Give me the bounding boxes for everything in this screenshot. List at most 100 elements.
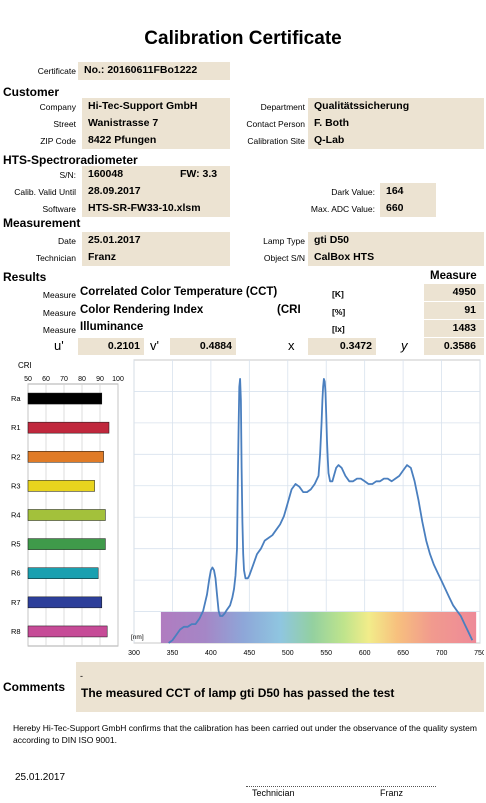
cri-tick-label: 90 (96, 376, 104, 383)
spectrum-line-chart: [nm] 300 350 400 450 500 550 600 650 700 750 (128, 359, 484, 657)
spectrum-tick-label: 700 (436, 650, 448, 657)
cri-bar-r5 (27, 538, 106, 550)
cri-bar-r7 (27, 596, 103, 609)
max-adc-label: Max. ADC Value: (310, 204, 375, 214)
result-value-box (424, 302, 484, 319)
spectrum-tick-label: 500 (282, 650, 294, 657)
spectrum-tick-label: 300 (128, 650, 140, 657)
coord-box (170, 338, 236, 355)
x-value: 0.3472 (339, 340, 372, 352)
result-value-cri: 91 (464, 304, 476, 316)
coord-box (424, 338, 484, 355)
valid-until-value: 28.09.2017 (82, 183, 230, 200)
cri-category-label: Ra (11, 394, 21, 403)
comments-mark: - (80, 671, 83, 681)
spectrum-tick-label: 400 (205, 650, 217, 657)
software-label: Software (42, 204, 76, 214)
spectrum-tick-label: 600 (359, 650, 371, 657)
x-label: x (288, 338, 295, 353)
comments-text: The measured CCT of lamp gti D50 has pas… (81, 686, 395, 700)
cri-category-label: R5 (11, 540, 21, 549)
contact-label: Contact Person (246, 119, 305, 129)
sn-value: 160048 (82, 166, 230, 183)
result-value-illuminance: 1483 (452, 322, 476, 334)
department-value: Qualitätssicherung (308, 98, 484, 115)
certificate-number: No.: 20160611FBo1222 (78, 62, 230, 80)
coord-box (78, 338, 144, 355)
y-label: y (401, 338, 408, 353)
cri-tick-label: 100 (112, 376, 124, 383)
street-value: Wanistrasse 7 (82, 115, 230, 132)
spectrum-tick-label: 550 (320, 650, 332, 657)
cri-tick-label: 80 (78, 376, 86, 383)
cri-category-label: R7 (11, 598, 21, 607)
object-sn-label: Object S/N (263, 253, 305, 263)
result-row-label: Measure (42, 290, 76, 300)
measurement-heading: Measurement (3, 216, 81, 230)
cri-category-label: R1 (11, 423, 21, 432)
v-prime-label: v' (150, 338, 159, 353)
result-abbr-cri: (CRI (277, 304, 301, 316)
result-value-cct: 4950 (452, 286, 476, 298)
department-label: Department (260, 102, 305, 112)
certificate-label: Certificate (37, 66, 76, 76)
lamp-type-label: Lamp Type (263, 236, 305, 246)
result-unit-cri: [%] (332, 307, 346, 317)
u-prime-label: u' (54, 338, 64, 353)
software-value: HTS-SR-FW33-10.xlsm (82, 200, 230, 217)
cri-tick-label: 60 (42, 376, 50, 383)
y-value: 0.3586 (443, 340, 476, 352)
spectrum-tick-label: 450 (243, 650, 255, 657)
cri-category-label: R4 (11, 511, 21, 520)
cri-category-label: R3 (11, 481, 21, 490)
customer-heading: Customer (3, 85, 60, 99)
wavelength-unit-label: [nm] (131, 634, 144, 641)
result-unit-cct: [K] (332, 289, 344, 299)
valid-until-label: Calib. Valid Until (14, 187, 76, 197)
result-unit-illuminance: [lx] (332, 324, 345, 334)
cri-bar-r6 (27, 567, 99, 579)
site-value: Q-Lab (308, 132, 484, 149)
firmware-value: FW: 3.3 (180, 168, 218, 180)
signature-line (246, 786, 436, 787)
spectrum-series-line (168, 377, 474, 644)
result-value-box (424, 320, 484, 337)
date-value: 25.01.2017 (82, 232, 230, 249)
cri-bar-r4 (27, 509, 106, 521)
date-label: Date (58, 236, 76, 246)
cri-chart-title: CRI (18, 361, 32, 370)
object-sn-value: CalBox HTS (308, 249, 484, 266)
cri-category-label: R8 (11, 627, 21, 636)
confirmation-statement: Hereby Hi-Tec-Support GmbH confirms that… (13, 723, 477, 745)
result-name-illuminance: Illuminance (80, 321, 144, 333)
measure-heading: Measure (430, 270, 477, 282)
cri-tick-label: 50 (24, 376, 32, 383)
zip-label: ZIP Code (40, 136, 76, 146)
cri-bar-r8 (27, 625, 108, 638)
u-prime-value: 0.2101 (107, 340, 140, 352)
footer-technician-label: Technician (252, 788, 295, 798)
coord-box (308, 338, 376, 355)
results-heading: Results (3, 270, 47, 284)
max-adc-value: 660 (380, 200, 436, 217)
cri-bar-ra (27, 392, 103, 405)
device-heading: HTS-Spectroradiometer (3, 153, 138, 167)
comments-box (76, 662, 484, 712)
page-title: Calibration Certificate (144, 28, 342, 49)
dark-value-label: Dark Value: (331, 187, 375, 197)
dark-value: 164 (380, 183, 436, 200)
company-value: Hi-Tec-Support GmbH (82, 98, 230, 115)
comments-heading: Comments (3, 680, 66, 694)
footer-date: 25.01.2017 (15, 772, 66, 783)
visible-spectrum-band (160, 612, 477, 643)
zip-value: 8422 Pfungen (82, 132, 230, 149)
cri-category-label: R2 (11, 452, 21, 461)
result-value-box (424, 284, 484, 301)
result-row-label: Measure (42, 308, 76, 318)
lamp-type-value: gti D50 (308, 232, 484, 249)
cri-category-label: R6 (11, 569, 21, 578)
spectrum-tick-label: 650 (397, 650, 409, 657)
sn-label: S/N: (59, 170, 76, 180)
cri-tick-label: 70 (60, 376, 68, 383)
technician-label: Technician (35, 253, 76, 263)
